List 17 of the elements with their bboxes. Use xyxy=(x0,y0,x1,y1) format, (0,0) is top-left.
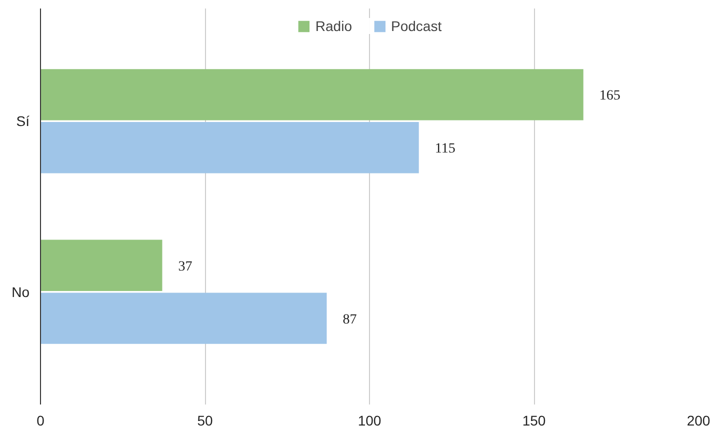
x-tick-label: 150 xyxy=(522,412,546,428)
bar xyxy=(40,122,419,174)
x-tick-label: 50 xyxy=(197,412,213,428)
y-tick-label: No xyxy=(12,284,30,300)
bar xyxy=(40,69,584,120)
legend-label: Podcast xyxy=(391,18,442,34)
data-label: 165 xyxy=(599,88,620,104)
x-tick-label: 200 xyxy=(686,412,710,428)
x-tick-label: 0 xyxy=(36,412,45,428)
data-label: 115 xyxy=(434,142,456,157)
bar xyxy=(40,240,162,291)
legend-label: Radio xyxy=(315,18,352,34)
x-tick-label: 100 xyxy=(358,412,382,428)
data-label: 37 xyxy=(178,259,192,274)
data-label: 87 xyxy=(342,312,357,328)
bar xyxy=(40,292,327,344)
y-tick-label: Sí xyxy=(16,113,30,130)
